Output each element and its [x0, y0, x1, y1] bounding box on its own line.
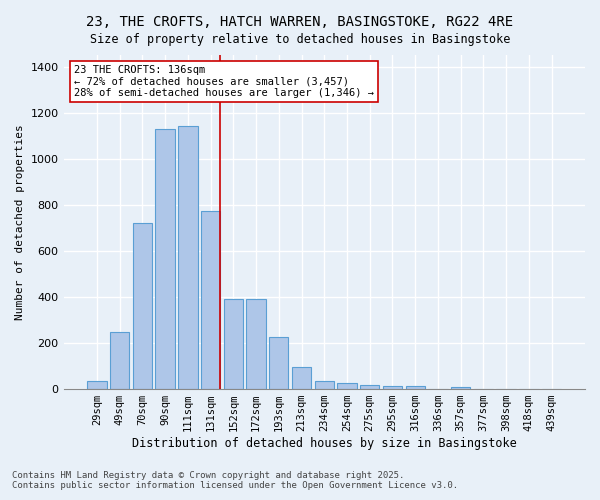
Bar [314, 381, 334, 389]
Text: Contains HM Land Registry data © Crown copyright and database right 2025.
Contai: Contains HM Land Registry data © Crown c… [12, 470, 458, 490]
Bar [406, 386, 425, 389]
Bar [110, 332, 130, 389]
Bar [337, 384, 356, 389]
Bar [451, 387, 470, 389]
Bar [87, 381, 107, 389]
Bar [224, 299, 243, 389]
Bar [383, 386, 402, 389]
Text: 23, THE CROFTS, HATCH WARREN, BASINGSTOKE, RG22 4RE: 23, THE CROFTS, HATCH WARREN, BASINGSTOK… [86, 15, 514, 29]
Bar [133, 223, 152, 389]
Bar [292, 367, 311, 389]
Text: Size of property relative to detached houses in Basingstoke: Size of property relative to detached ho… [90, 32, 510, 46]
Bar [247, 299, 266, 389]
Bar [201, 210, 220, 389]
Text: 23 THE CROFTS: 136sqm
← 72% of detached houses are smaller (3,457)
28% of semi-d: 23 THE CROFTS: 136sqm ← 72% of detached … [74, 65, 374, 98]
Bar [155, 128, 175, 389]
Bar [178, 126, 197, 389]
Y-axis label: Number of detached properties: Number of detached properties [15, 124, 25, 320]
Bar [269, 336, 289, 389]
Bar [360, 385, 379, 389]
X-axis label: Distribution of detached houses by size in Basingstoke: Distribution of detached houses by size … [132, 437, 517, 450]
